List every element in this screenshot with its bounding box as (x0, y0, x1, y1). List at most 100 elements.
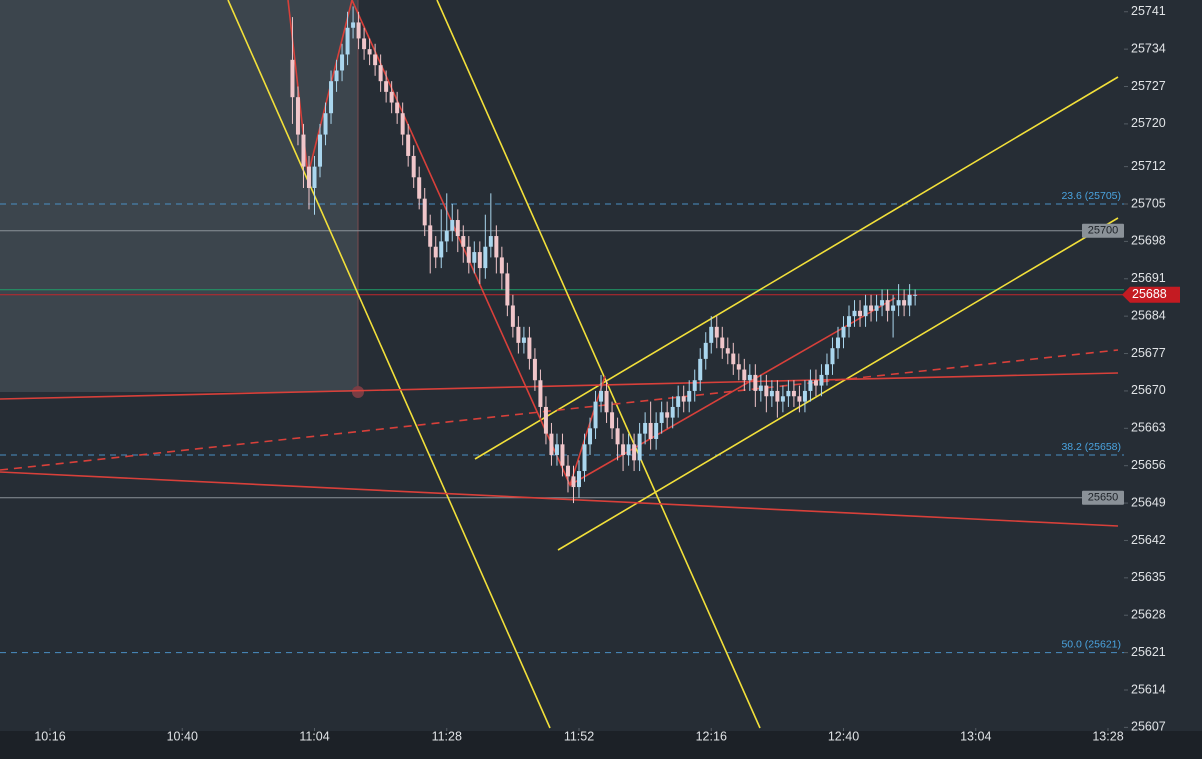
channel-line (227, 0, 551, 729)
candle-body (747, 374, 752, 381)
candle-body (830, 348, 835, 365)
candle-body (521, 337, 526, 343)
candle-body (588, 428, 593, 445)
y-tick-label: 25712 (1131, 159, 1166, 173)
candle-body (543, 406, 548, 434)
line-label: 25650 (1088, 492, 1119, 504)
candle-body (565, 465, 570, 477)
candle-body (571, 476, 576, 488)
candle-body (582, 444, 587, 472)
candle-body (731, 353, 736, 365)
candle-body (532, 358, 537, 381)
candle-body (389, 91, 394, 103)
channel-line (436, 0, 761, 729)
candle-body (306, 166, 311, 188)
labels: 23.6 (25705) 38.2 (25658) 50.0 (25621) 2570… (34, 4, 1180, 743)
candle-body (670, 406, 675, 418)
candle-body (676, 396, 681, 407)
candle-body (687, 390, 692, 402)
candle-body (483, 246, 488, 269)
x-tick-label: 11:28 (432, 729, 462, 743)
candle-body (775, 390, 780, 402)
candle-body (334, 70, 339, 82)
candle-body (632, 444, 637, 461)
y-tick-label: 25691 (1131, 271, 1166, 285)
candle-body (858, 310, 863, 317)
y-tick-label: 25698 (1131, 234, 1166, 248)
candle-body (367, 49, 372, 55)
candle-body (869, 305, 874, 311)
candle-body (560, 444, 565, 466)
candle-body (378, 65, 383, 82)
y-tick-label: 25649 (1131, 495, 1166, 509)
x-tick-label: 11:52 (564, 729, 594, 743)
candle-body (791, 390, 796, 397)
candle-body (593, 401, 598, 429)
candle-body (340, 54, 345, 71)
x-tick-label: 12:16 (696, 729, 727, 743)
y-tick-label: 25727 (1131, 79, 1166, 93)
candle-body (769, 390, 774, 397)
fib-label: 50.0 (25621) (1061, 638, 1121, 650)
candle-body (824, 364, 829, 375)
candle-body (891, 305, 896, 311)
candle-body (384, 81, 389, 92)
candle-body (422, 198, 427, 226)
trend-line (0, 372, 1119, 400)
candle-body (621, 444, 626, 456)
y-tick-label: 25663 (1131, 421, 1166, 435)
dashed-trend-line (0, 349, 1119, 471)
candle-body (720, 337, 725, 349)
candle-body (400, 113, 405, 135)
candle-body (599, 390, 604, 402)
y-tick-label: 25670 (1131, 383, 1166, 397)
candle-body (433, 246, 438, 258)
candle-body (874, 305, 879, 311)
drawings (0, 0, 1119, 729)
fib-label: 23.6 (25705) (1061, 190, 1121, 202)
y-tick-label: 25614 (1131, 682, 1166, 696)
candle-body (466, 246, 471, 263)
candle-body (301, 134, 306, 167)
shaded-zone (0, 0, 358, 392)
candle-body (455, 220, 460, 237)
candle-body (345, 27, 350, 55)
candle-body (510, 305, 515, 327)
candle-body (643, 422, 648, 434)
candle-body (604, 390, 609, 413)
candle-body (312, 166, 317, 188)
candle-body (648, 422, 653, 439)
candle-body (786, 390, 791, 397)
fib-label: 38.2 (25658) (1061, 441, 1121, 453)
trend-line (0, 471, 1119, 527)
candle-body (780, 396, 785, 402)
candle-body (428, 225, 433, 247)
candle-body (461, 236, 466, 247)
candle-body (577, 471, 581, 488)
x-tick-label: 12:40 (828, 729, 859, 743)
x-tick-label: 11:04 (299, 729, 329, 743)
y-tick-label: 25621 (1131, 645, 1166, 659)
candle-body (902, 300, 907, 306)
candle-body (659, 412, 664, 423)
candle-body (802, 390, 807, 402)
candle-body (610, 412, 615, 429)
candle-body (835, 337, 840, 349)
candle-body (290, 59, 295, 98)
candle-body (852, 310, 857, 317)
candle-body (725, 348, 730, 354)
candles (290, 6, 918, 504)
candle-body (439, 241, 444, 258)
candle-body (527, 337, 532, 359)
candle-body (698, 358, 703, 381)
candle-body (549, 433, 554, 456)
x-tick-label: 10:16 (34, 729, 65, 743)
candle-body (356, 22, 361, 39)
candle-body (742, 369, 747, 381)
channel-line (474, 76, 1119, 460)
candle-body (813, 380, 818, 386)
channel-line (557, 217, 1119, 551)
candle-body (499, 257, 504, 274)
candle-body (362, 38, 367, 50)
candle-body (681, 396, 686, 402)
